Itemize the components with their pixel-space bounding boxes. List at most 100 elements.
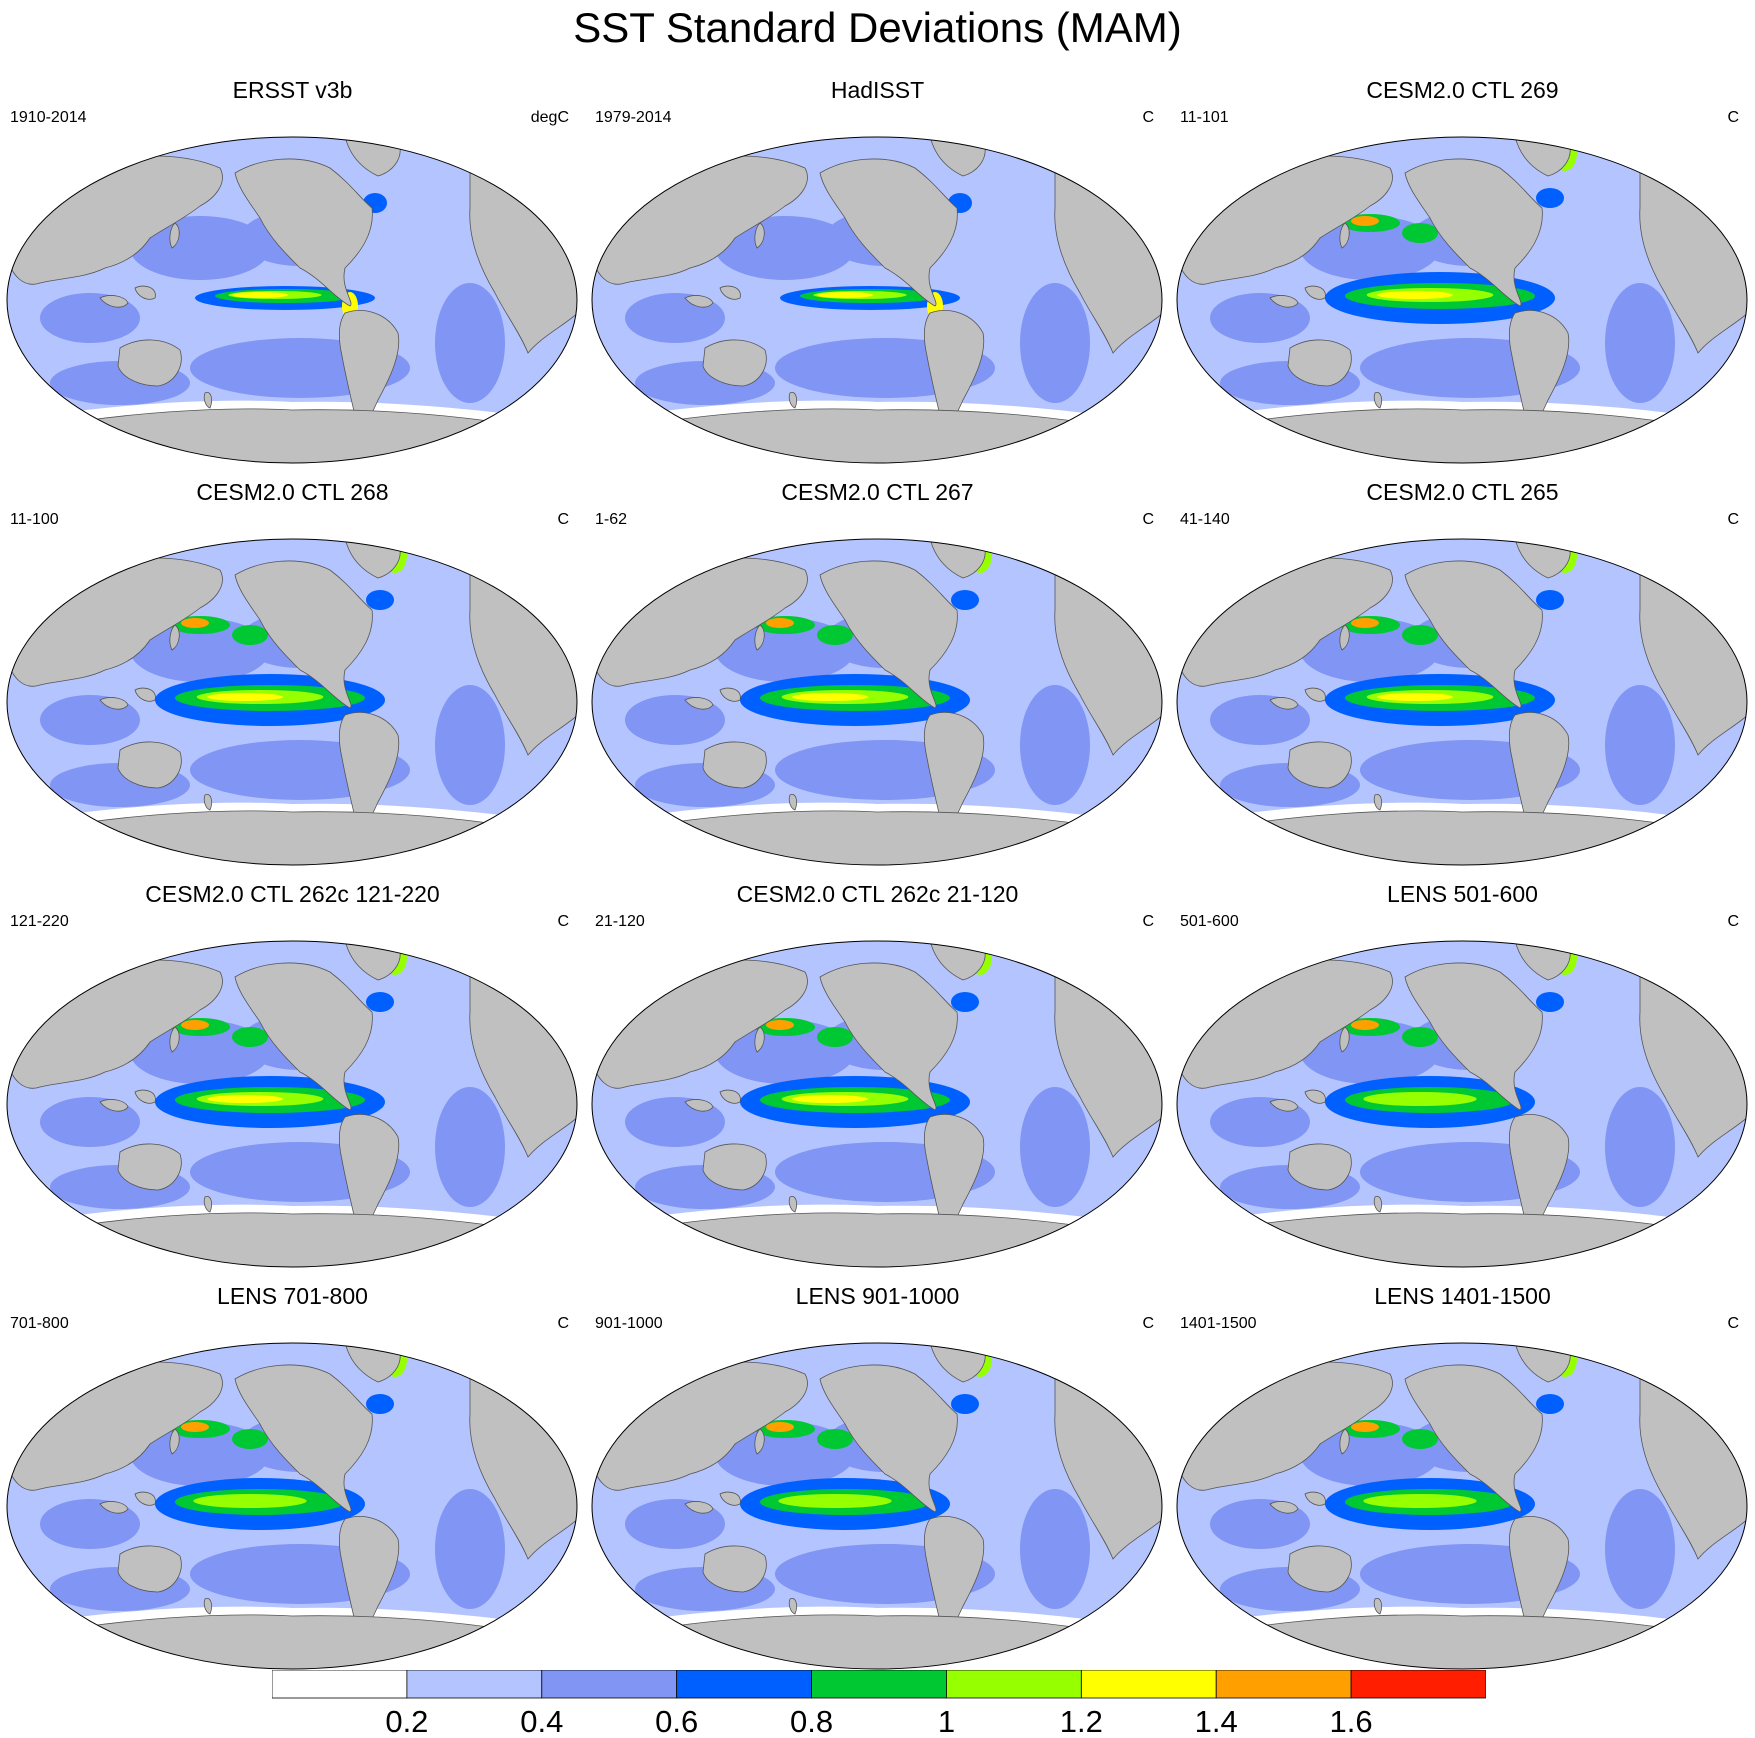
panel-period: 1401-1500: [1180, 1315, 1257, 1332]
sst-contour-region: [435, 1087, 505, 1207]
colorbar-label: 0.2: [385, 1704, 428, 1736]
panel-period: 1-62: [595, 511, 628, 528]
colorbar-swatch: [1350, 1670, 1486, 1699]
landmass: [134, 1491, 156, 1506]
landmass: [1339, 624, 1350, 651]
landmass: [1287, 1545, 1352, 1593]
map-panel: LENS 501-600 501-600 C: [1170, 872, 1755, 1272]
sst-contour-region: [1605, 1489, 1675, 1609]
gulf-stream-region: [1536, 1394, 1564, 1414]
panel-title: LENS 901-1000: [795, 1283, 960, 1309]
landmass: [819, 560, 958, 709]
landmass: [684, 295, 714, 308]
map-outline: [6, 940, 578, 1268]
north-pacific-hotspot: [817, 1027, 853, 1047]
panel-title: CESM2.0 CTL 262c 121-220: [145, 881, 440, 907]
panel-unit: C: [1142, 511, 1154, 528]
gulf-stream-region: [1536, 992, 1564, 1012]
enso-band-max: [1377, 693, 1453, 701]
map-panel: CESM2.0 CTL 265 41-140 C: [1170, 470, 1755, 870]
map-outline: [1176, 538, 1748, 866]
map-panel: CESM2.0 CTL 262c 21-120 21-120 C: [585, 872, 1170, 1272]
sst-contour-region: [1020, 685, 1090, 805]
landmass: [203, 1195, 213, 1213]
panel-period: 41-140: [1180, 511, 1230, 528]
gulf-stream-region: [366, 1394, 394, 1414]
map-outline: [6, 1342, 578, 1670]
landmass: [819, 1364, 958, 1513]
landmass: [1339, 1428, 1350, 1455]
sst-contour-region: [1605, 1087, 1675, 1207]
landmass: [99, 295, 129, 308]
colorbar-label: 1.4: [1195, 1704, 1238, 1736]
landmass: [234, 1364, 373, 1513]
panel-unit: C: [1727, 511, 1739, 528]
landmass: [1404, 158, 1543, 307]
panel-period: 21-120: [595, 913, 645, 930]
colorbar-swatch: [272, 1670, 408, 1699]
landmass: [1404, 962, 1543, 1111]
panel-period: 11-100: [10, 511, 59, 528]
landmass: [719, 285, 741, 300]
sst-contour-region: [1605, 283, 1675, 403]
landmass: [754, 1428, 765, 1455]
landmass: [719, 1491, 741, 1506]
landmass: [169, 1428, 180, 1455]
enso-band-peak: [1363, 1494, 1477, 1508]
map-panel: CESM2.0 CTL 269 11-101 C: [1170, 68, 1755, 468]
kuroshio-max: [181, 1020, 209, 1030]
enso-band-max: [792, 1095, 868, 1103]
kuroshio-max: [1351, 1020, 1379, 1030]
map-panel: ERSST v3b 1910-2014 degC: [0, 68, 585, 468]
north-pacific-hotspot: [232, 1027, 268, 1047]
landmass: [117, 741, 182, 789]
gulf-stream-region: [951, 1394, 979, 1414]
landmass: [754, 624, 765, 651]
sst-contour-region: [435, 283, 505, 403]
north-pacific-hotspot: [817, 625, 853, 645]
landmass: [1373, 793, 1383, 811]
panel-unit: C: [557, 511, 569, 528]
landmass: [684, 1099, 714, 1112]
map-panel: HadISST 1979-2014 C: [585, 68, 1170, 468]
kuroshio-max: [766, 1422, 794, 1432]
panel-title: CESM2.0 CTL 269: [1366, 77, 1559, 103]
landmass: [702, 1545, 767, 1593]
landmass: [117, 1545, 182, 1593]
gulf-stream-region: [951, 992, 979, 1012]
sst-contour-region: [1020, 1489, 1090, 1609]
colorbar-swatch: [541, 1670, 678, 1699]
landmass: [1373, 391, 1383, 409]
landmass: [1269, 1501, 1299, 1514]
colorbar-label: 0.6: [655, 1704, 698, 1736]
enso-band-max: [1377, 291, 1453, 299]
kuroshio-max: [1351, 618, 1379, 628]
kuroshio-max: [766, 618, 794, 628]
landmass: [754, 222, 765, 249]
north-pacific-hotspot: [1402, 625, 1438, 645]
robinson-map: [6, 940, 578, 1268]
north-pacific-hotspot: [1402, 223, 1438, 243]
sst-contour-region: [130, 216, 270, 280]
robinson-map: [1176, 136, 1748, 464]
north-pacific-hotspot: [817, 1429, 853, 1449]
panel-title: LENS 501-600: [1387, 881, 1538, 907]
map-panel: CESM2.0 CTL 262c 121-220 121-220 C: [0, 872, 585, 1272]
landmass: [134, 1089, 156, 1104]
colorbar-swatch: [406, 1670, 543, 1699]
panel-period: 901-1000: [595, 1315, 663, 1332]
panel-unit: C: [557, 913, 569, 930]
figure-title: SST Standard Deviations (MAM): [573, 4, 1182, 51]
landmass: [788, 391, 798, 409]
kuroshio-max: [1351, 1422, 1379, 1432]
panel-unit: C: [1142, 109, 1154, 126]
map-outline: [591, 538, 1163, 866]
landmass: [1304, 1089, 1326, 1104]
colorbar-swatch: [1215, 1670, 1352, 1699]
landmass: [1304, 285, 1326, 300]
enso-band-peak: [193, 1494, 307, 1508]
robinson-map: [6, 136, 578, 464]
enso-band-max: [207, 693, 283, 701]
landmass: [684, 1501, 714, 1514]
map-outline: [591, 940, 1163, 1268]
